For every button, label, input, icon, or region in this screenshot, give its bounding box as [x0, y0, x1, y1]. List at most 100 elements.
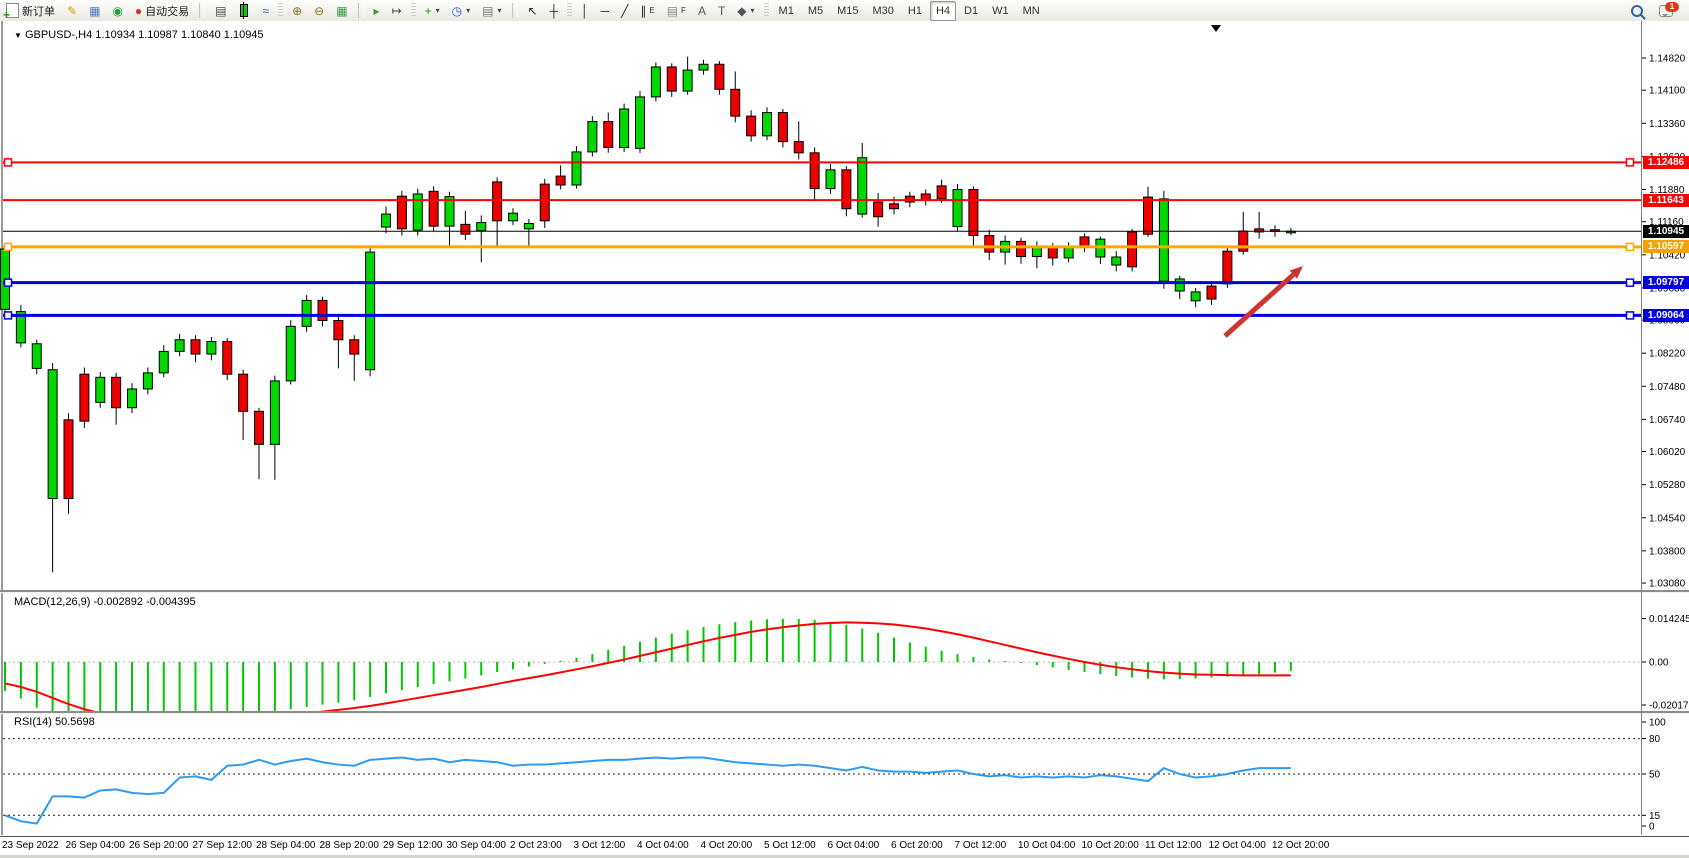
bull-candle[interactable]: [412, 193, 423, 231]
trend-arrow-shaft[interactable]: [1223, 272, 1295, 338]
bear-candle[interactable]: [317, 299, 328, 322]
trendline-button[interactable]: ╱: [616, 1, 633, 21]
bull-candle[interactable]: [682, 69, 693, 92]
bar-chart-button[interactable]: ▤: [210, 1, 231, 21]
bear-candle[interactable]: [190, 339, 201, 355]
bull-candle[interactable]: [158, 350, 169, 374]
bull-candle[interactable]: [127, 388, 137, 409]
terminal-button[interactable]: ▦: [84, 1, 105, 21]
chart-dropdown-icon[interactable]: ▼: [14, 31, 22, 40]
tile-windows-button[interactable]: ▦: [331, 1, 352, 21]
bull-candle[interactable]: [365, 251, 376, 371]
line-handle[interactable]: [3, 311, 13, 320]
bull-candle[interactable]: [698, 63, 709, 71]
bull-candle[interactable]: [301, 299, 312, 327]
arrows-button[interactable]: ◆ ▾: [732, 1, 759, 21]
macd-pane[interactable]: 0.014245 0.00 -0.020171: [0, 592, 1689, 711]
timeframe-mn-button[interactable]: MN: [1022, 4, 1040, 17]
bear-candle[interactable]: [460, 223, 471, 235]
bear-candle[interactable]: [1206, 285, 1217, 300]
bear-candle[interactable]: [746, 115, 757, 137]
horizontal-line-button[interactable]: ─: [596, 1, 615, 21]
bull-candle[interactable]: [174, 339, 185, 352]
bull-candle[interactable]: [508, 212, 518, 222]
templates-button[interactable]: ▤ ▾: [477, 1, 506, 21]
bear-candle[interactable]: [238, 373, 249, 412]
bull-candle[interactable]: [619, 108, 630, 148]
bear-candle[interactable]: [111, 376, 122, 409]
bear-candle[interactable]: [79, 373, 90, 422]
marker-pen-button[interactable]: ✎: [62, 1, 82, 21]
line-handle[interactable]: [1625, 158, 1635, 167]
line-handle[interactable]: [3, 278, 13, 287]
bull-candle[interactable]: [285, 325, 296, 382]
timeframe-h1-button[interactable]: H1: [907, 4, 922, 17]
rsi-pane[interactable]: 100 80 50 150: [0, 713, 1689, 835]
autotrade-button[interactable]: ● 自动交易: [130, 1, 194, 21]
bear-candle[interactable]: [936, 185, 947, 200]
pane-separator[interactable]: [0, 711, 1689, 714]
bull-candle[interactable]: [825, 169, 836, 190]
bull-candle[interactable]: [269, 380, 280, 445]
bear-candle[interactable]: [1143, 196, 1153, 235]
main-chart-pane[interactable]: 1.148201.141001.133601.126201.118801.111…: [0, 21, 1689, 590]
bear-candle[interactable]: [1127, 231, 1138, 268]
timeframe-m5-button[interactable]: M5: [807, 4, 824, 17]
bull-candle[interactable]: [47, 369, 58, 500]
bear-candle[interactable]: [714, 63, 725, 90]
bull-candle[interactable]: [650, 66, 661, 98]
bull-candle[interactable]: [571, 151, 582, 186]
bull-candle[interactable]: [1063, 247, 1074, 259]
bear-candle[interactable]: [222, 341, 233, 375]
bear-candle[interactable]: [841, 169, 852, 210]
bull-candle[interactable]: [31, 343, 42, 369]
bull-candle[interactable]: [857, 157, 868, 215]
bull-candle[interactable]: [142, 372, 153, 390]
bull-candle[interactable]: [444, 196, 455, 227]
timeframe-m15-button[interactable]: M15: [837, 4, 859, 17]
news-service-button[interactable]: ◉: [107, 1, 127, 21]
line-handle[interactable]: [1625, 311, 1635, 320]
auto-scroll-button[interactable]: ▸: [369, 1, 385, 21]
line-handle[interactable]: [1625, 242, 1635, 252]
bull-candle[interactable]: [762, 112, 772, 137]
line-handle[interactable]: [3, 158, 13, 167]
bull-candle[interactable]: [523, 222, 534, 230]
bull-candle[interactable]: [476, 222, 487, 232]
zoom-out-button[interactable]: ⊖: [309, 1, 329, 21]
bull-candle[interactable]: [206, 341, 217, 355]
timeframe-m30-button[interactable]: M30: [872, 4, 894, 17]
bear-candle[interactable]: [63, 419, 74, 500]
chart-window[interactable]: ▼ GBPUSD-,H4 1.10934 1.10987 1.10840 1.1…: [0, 21, 1689, 855]
text-button[interactable]: A: [693, 1, 711, 21]
search-button[interactable]: [1625, 1, 1652, 21]
bear-candle[interactable]: [254, 410, 264, 445]
bear-candle[interactable]: [492, 181, 503, 222]
chart-shift-marker[interactable]: [1211, 25, 1221, 32]
bear-candle[interactable]: [428, 190, 439, 227]
bear-candle[interactable]: [730, 88, 741, 117]
timeframe-h4-button[interactable]: H4: [929, 0, 957, 21]
bear-candle[interactable]: [666, 66, 677, 92]
line-handle[interactable]: [1625, 278, 1635, 287]
bear-candle[interactable]: [603, 121, 614, 148]
timeframe-d1-button[interactable]: D1: [964, 4, 979, 17]
line-chart-button[interactable]: ≈: [257, 1, 274, 21]
bull-candle[interactable]: [952, 188, 963, 228]
equidistant-channel-button[interactable]: ∥ E: [635, 1, 659, 21]
bull-candle[interactable]: [381, 213, 391, 228]
bull-candle[interactable]: [1158, 198, 1169, 282]
bear-candle[interactable]: [555, 175, 566, 186]
bear-candle[interactable]: [1016, 240, 1026, 258]
chart-shift-button[interactable]: ↦: [387, 1, 407, 21]
trend-arrow-head[interactable]: [1289, 266, 1303, 279]
zoom-in-button[interactable]: ⊕: [287, 1, 307, 21]
bull-candle[interactable]: [1174, 278, 1185, 292]
bear-candle[interactable]: [333, 320, 344, 341]
bull-candle[interactable]: [15, 311, 26, 344]
line-handle[interactable]: [3, 242, 13, 252]
crosshair-button[interactable]: ┼: [545, 1, 564, 21]
bear-candle[interactable]: [539, 183, 550, 222]
bear-candle[interactable]: [1254, 228, 1265, 233]
bear-candle[interactable]: [1222, 250, 1233, 285]
